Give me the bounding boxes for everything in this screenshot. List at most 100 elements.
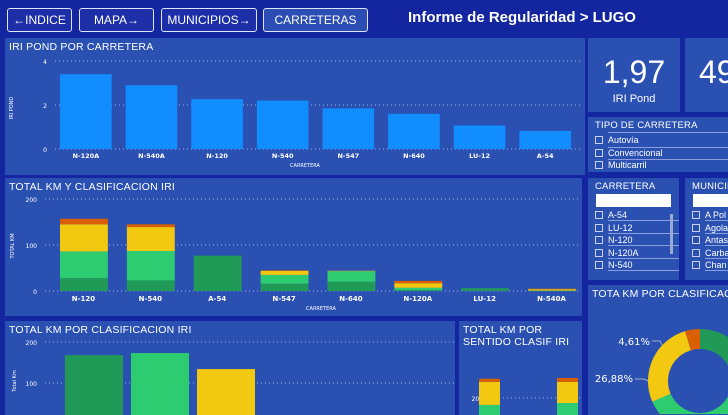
checkbox[interactable] — [692, 211, 700, 219]
bar — [322, 108, 375, 149]
municipio-slicer-item[interactable]: Chan — [692, 260, 727, 270]
bar — [125, 85, 178, 149]
carretera-slicer-item[interactable]: N-120 — [595, 235, 633, 245]
municipio-slicer-item[interactable]: A Pol — [692, 210, 726, 220]
slicer-item-label: N-120A — [608, 247, 639, 258]
x-tick-label: N-640 — [339, 295, 363, 303]
y-tick-label: 4 — [43, 59, 47, 66]
checkbox[interactable] — [692, 261, 700, 269]
bar-segment — [193, 255, 242, 291]
carretera-slicer: CARRETERA A-54 LU-12 N-120 N-120A N-540 — [588, 178, 679, 280]
municipio-slicer-item[interactable]: Carba — [692, 248, 728, 258]
y-tick-label: 100 — [26, 243, 38, 250]
bar-segment — [394, 283, 443, 288]
kpi-iri-pond: 1,97 IRI Pond — [588, 38, 680, 112]
bar-segment — [126, 250, 175, 281]
tipo-carretera-slicer: TIPO DE CARRETERA Autovía Convencional M… — [588, 117, 728, 172]
divider — [608, 270, 679, 271]
slicer-item-label: A-54 — [608, 210, 628, 220]
x-tick-label: LU-12 — [469, 152, 490, 160]
bar-segment — [260, 274, 309, 284]
slicer-item-convencional[interactable]: Convencional — [595, 148, 663, 158]
total-km-por-clasificacion-chart: TOTAL KM POR CLASIFICACION IRI 100 200 Tot… — [5, 321, 455, 415]
chart-title: TOTAL KM Y CLASIFICACION IRI — [9, 181, 176, 193]
bar-segment — [461, 288, 510, 291]
bar-segment — [60, 278, 108, 291]
x-tick-label: N-120 — [72, 295, 96, 303]
carretera-slicer-item[interactable]: N-120A — [595, 248, 639, 258]
indice-button[interactable]: ←INDICE — [7, 8, 72, 32]
checkbox[interactable] — [595, 211, 603, 219]
leader-line — [635, 378, 649, 382]
checkbox[interactable] — [595, 236, 603, 244]
x-axis-label: CARRETERA — [290, 163, 321, 169]
chart-title: TOTAL KM POR SENTIDO CLASIF IRI — [463, 324, 570, 348]
bar-segment — [557, 403, 578, 415]
slicer-item-autovia[interactable]: Autovía — [595, 135, 639, 145]
checkbox[interactable] — [692, 248, 700, 257]
bar-segment — [126, 280, 175, 291]
slicer-item-label: Carba — [705, 247, 728, 258]
bar-segment — [60, 251, 108, 279]
leader-line — [652, 340, 663, 346]
donut-slice — [648, 331, 691, 402]
bar — [65, 355, 123, 415]
checkbox[interactable] — [595, 248, 603, 257]
x-tick-label: N-120A — [72, 152, 99, 160]
mapa-button[interactable]: MAPA→ — [79, 8, 154, 32]
bar-segment — [327, 271, 376, 282]
chart-title: TOTA KM POR CLASIFICACIO — [592, 288, 728, 300]
bar-segment — [60, 224, 108, 252]
kpi-value: 1,97 — [602, 54, 666, 90]
y-axis-label: TOTAL KM — [10, 233, 16, 259]
x-tick-label: N-540A — [537, 295, 566, 303]
municipio-search-input[interactable] — [693, 194, 728, 207]
x-tick-label: N-547 — [272, 295, 296, 303]
slicer-item-label: N-540 — [608, 260, 633, 270]
checkbox[interactable] — [692, 236, 700, 244]
carretera-slicer-item[interactable]: N-540 — [595, 260, 633, 270]
x-tick-label: N-540A — [138, 152, 165, 160]
bar-segment — [557, 377, 578, 382]
bar-segment — [60, 218, 108, 225]
y-tick-label: 100 — [26, 381, 38, 388]
municipio-slicer-item[interactable]: Antas — [692, 235, 728, 245]
y-tick-label: 200 — [472, 396, 484, 403]
divider — [608, 257, 679, 259]
kpi-second: 49 — [685, 38, 728, 112]
x-tick-label: LU-12 — [473, 295, 496, 303]
x-tick-label: A-54 — [208, 295, 226, 303]
bar — [519, 130, 571, 149]
bar-segment — [479, 404, 500, 415]
y-tick-label: 0 — [43, 147, 47, 154]
y-tick-label: 0 — [33, 289, 37, 296]
donut-chart: TOTA KM POR CLASIFICACIO 4,61% 26,88% — [588, 285, 728, 415]
slicer-item-multicarril[interactable]: Multicarril — [595, 160, 647, 170]
scrollbar[interactable] — [670, 214, 673, 254]
bar-segment — [394, 280, 443, 284]
checkbox[interactable] — [692, 223, 700, 232]
municipio-slicer: MUNICIPIO A Pol Agola Antas Carba Chan — [685, 178, 728, 280]
municipios-button[interactable]: MUNICIPIOS→ — [161, 8, 257, 32]
total-km-sentido-chart: TOTAL KM POR SENTIDO CLASIF IRI 200 — [459, 321, 582, 415]
municipio-slicer-item[interactable]: Agola — [692, 223, 728, 233]
bar-segment — [394, 290, 443, 291]
carretera-slicer-item[interactable]: LU-12 — [595, 223, 633, 233]
bar — [191, 99, 243, 149]
x-tick-label: N-120A — [403, 295, 432, 303]
x-tick-label: N-540 — [272, 152, 294, 160]
bar — [388, 113, 440, 149]
divider — [705, 232, 728, 234]
slicer-item-label: Agola — [705, 222, 728, 233]
slicer-item-label: Chan — [705, 260, 727, 270]
checkbox[interactable] — [595, 223, 603, 232]
y-axis-label: Total Km — [12, 370, 18, 393]
carretera-slicer-item[interactable]: A-54 — [595, 210, 627, 220]
x-tick-label: N-547 — [337, 152, 359, 160]
carreteras-button[interactable]: CARRETERAS — [263, 8, 368, 32]
carretera-search-input[interactable] — [596, 194, 671, 207]
y-axis-label: IRI POND — [9, 97, 15, 120]
checkbox[interactable] — [595, 261, 603, 269]
bar-segment — [327, 281, 376, 291]
donut-slice — [652, 393, 728, 414]
